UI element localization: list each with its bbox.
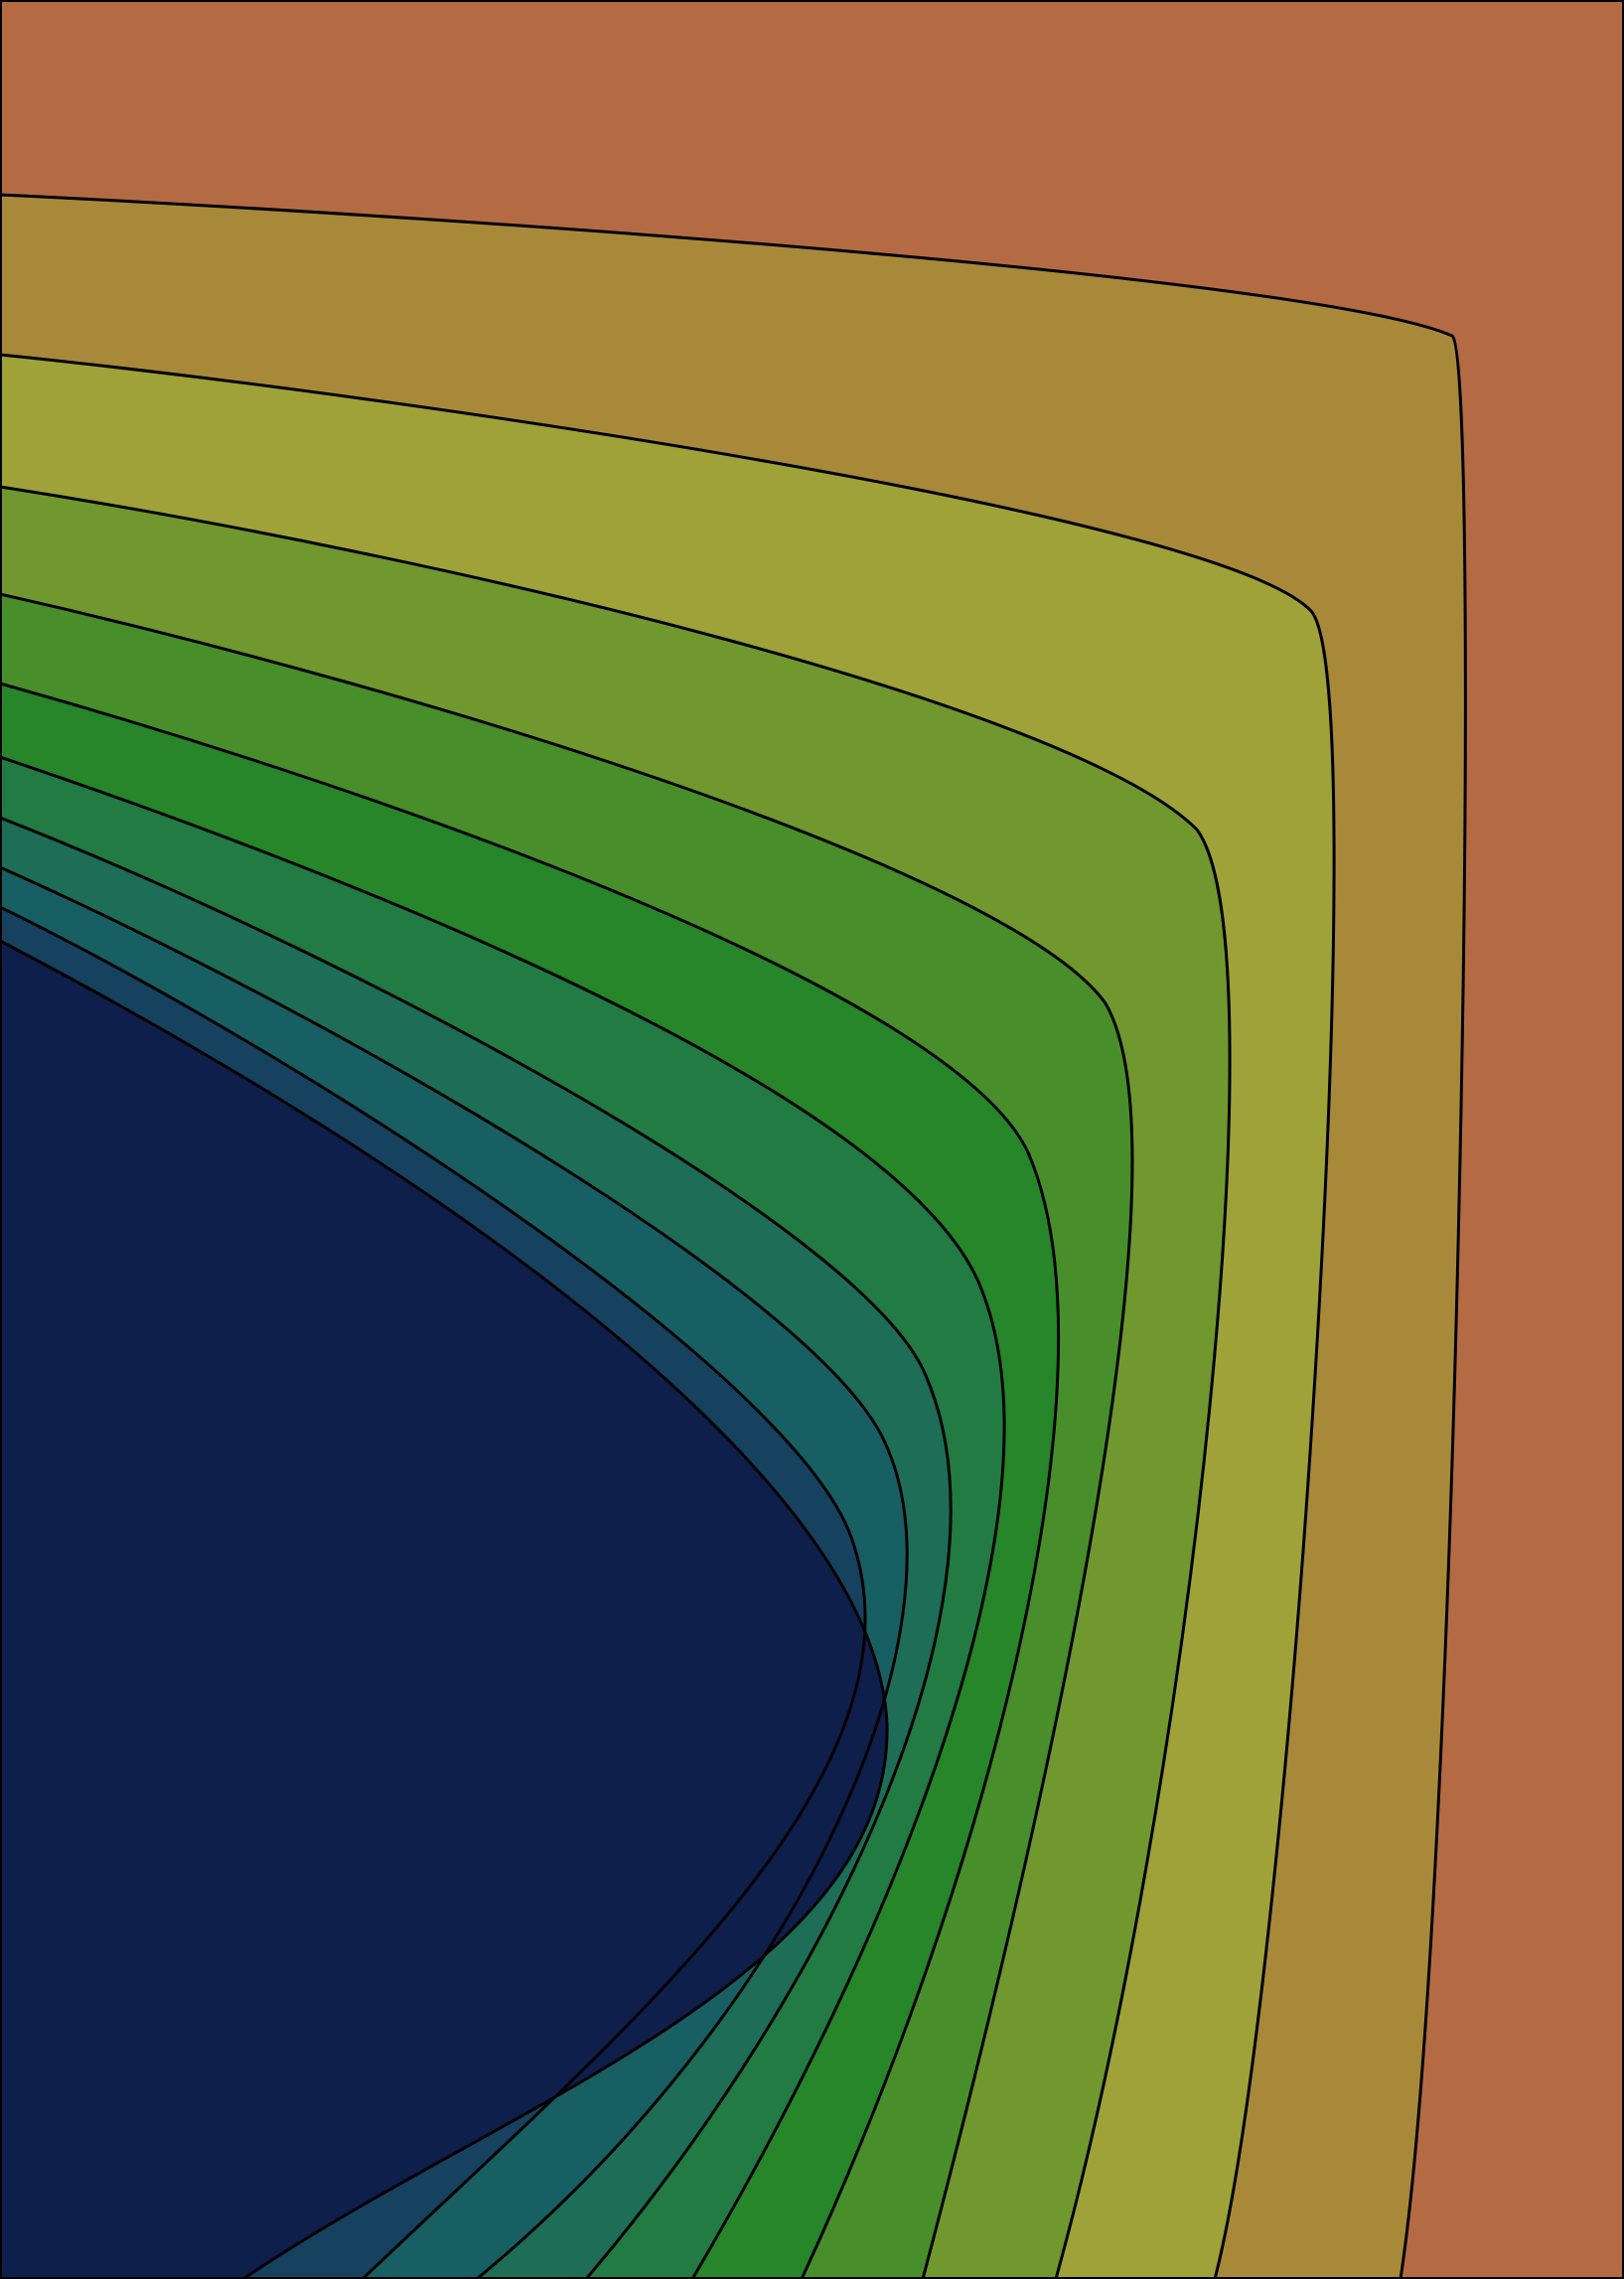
contour-line-6 bbox=[0, 755, 1006, 2279]
contour-lines bbox=[0, 193, 1467, 2279]
contour-band-11 bbox=[0, 941, 888, 2279]
contour-line-9 bbox=[0, 905, 867, 2279]
contour-line-2 bbox=[0, 353, 1336, 2279]
contour-line-8 bbox=[0, 865, 909, 2279]
contour-line-1 bbox=[0, 193, 1467, 2279]
contour-line-3 bbox=[0, 485, 1232, 2279]
contour-line-4 bbox=[0, 592, 1134, 2279]
contour-line-10 bbox=[0, 939, 889, 2279]
contour-line-7 bbox=[0, 816, 953, 2279]
contour-line-5 bbox=[0, 682, 1061, 2279]
